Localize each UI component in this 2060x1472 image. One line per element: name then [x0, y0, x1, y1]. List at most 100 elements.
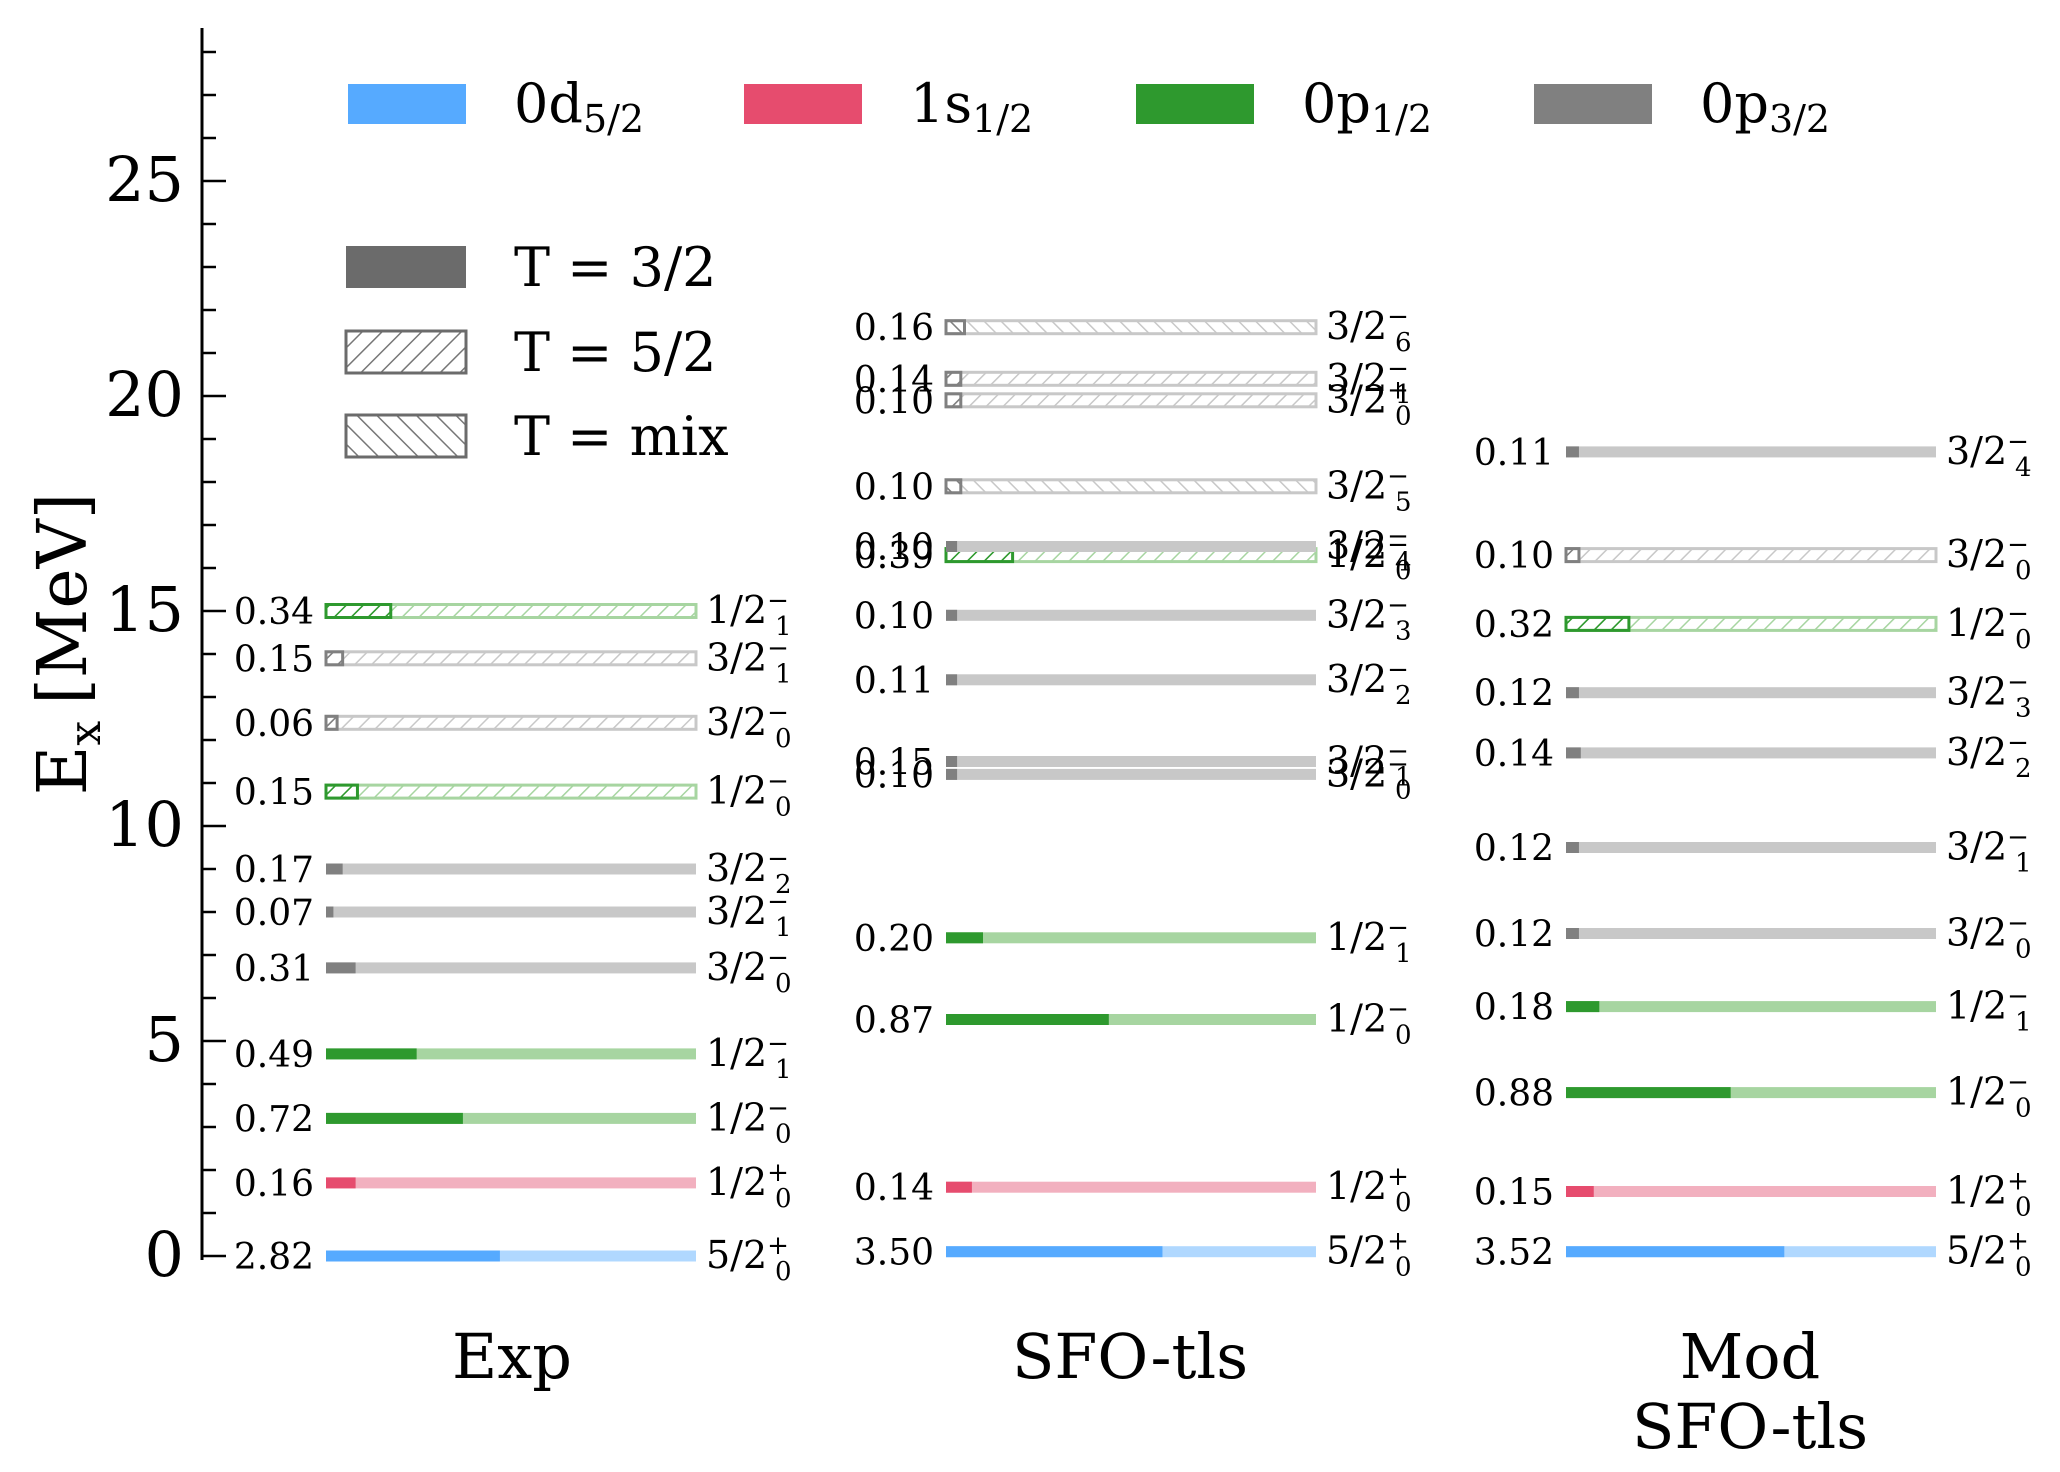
level: 0.34 1/2− 1 — [234, 586, 792, 642]
level: 0.10 3/2− 3 — [854, 590, 1412, 646]
level-bar-strength — [326, 863, 343, 875]
column-label: Exp — [452, 1320, 572, 1393]
strength-label: 0.16 — [854, 308, 934, 349]
state-label: 5/2+ 0 — [1326, 1227, 1412, 1283]
legend-label: 0p1/2 — [1302, 72, 1432, 141]
state-parity: − — [1387, 913, 1409, 943]
state-label: 3/2− 0 — [1946, 530, 2032, 586]
column-label: SFO-tls — [1012, 1320, 1248, 1393]
level-bar — [946, 674, 1316, 686]
level: 3.50 5/2+ 0 — [854, 1227, 1412, 1283]
state-index: 0 — [2015, 1253, 2032, 1283]
strength-label: 0.06 — [234, 704, 314, 745]
state-parity: − — [2007, 1068, 2029, 1098]
state-label: 1/2− 0 — [706, 767, 792, 823]
level: 3.52 5/2+ 0 — [1474, 1227, 2032, 1283]
state-parity: − — [767, 633, 789, 663]
level-bar — [1566, 1087, 1936, 1099]
state-spin: 3/2 — [1326, 739, 1387, 783]
state-parity: − — [767, 698, 789, 728]
state-parity: − — [2007, 909, 2029, 939]
state-index: 0 — [1395, 1188, 1412, 1218]
state-parity: − — [2007, 982, 2029, 1012]
state-label: 3/2− 1 — [706, 633, 792, 689]
state-label: 3/2− 6 — [1326, 302, 1412, 358]
strength-label: 0.07 — [234, 893, 314, 934]
level-bar — [326, 906, 696, 918]
legend-entry-T52: T = 5/2 — [344, 321, 717, 384]
level-bar-strength — [326, 1048, 417, 1060]
level-bar — [1566, 842, 1936, 853]
state-spin: 3/2 — [1326, 592, 1387, 636]
state-index: 2 — [775, 870, 792, 900]
level-bar-strength — [944, 319, 966, 336]
state-spin: 3/2 — [1946, 532, 2007, 576]
level: 0.06 3/2− 0 — [234, 698, 792, 754]
level: 0.32 1/2− 0 — [1474, 599, 2032, 655]
state-label: 3/2− 1 — [1946, 823, 2032, 879]
level-bar — [1566, 446, 1936, 458]
strength-label: 3.50 — [854, 1233, 934, 1274]
state-index: 1 — [775, 1055, 792, 1085]
legend-label-subscript: 1/2 — [1371, 97, 1432, 141]
level-bar — [944, 319, 1318, 336]
y-tick-label: 20 — [105, 358, 184, 431]
level-bar-strength — [324, 714, 339, 731]
state-index: 0 — [1395, 775, 1412, 805]
state-label: 1/2+ 0 — [706, 1158, 792, 1214]
state-label: 1/2− 1 — [1326, 913, 1412, 969]
strength-label: 0.10 — [854, 467, 934, 508]
level: 0.12 3/2− 3 — [1474, 668, 2032, 724]
state-parity: − — [767, 1029, 789, 1059]
legend-label: T = mix — [514, 405, 729, 468]
state-index: 1 — [2015, 849, 2032, 879]
y-tick-label: 5 — [145, 1003, 184, 1076]
state-label: 3/2− 3 — [1326, 590, 1412, 646]
strength-label: 0.14 — [854, 1168, 934, 1209]
state-label: 1/2− 0 — [706, 1093, 792, 1149]
state-spin: 5/2 — [706, 1233, 767, 1277]
strength-label: 0.88 — [1474, 1074, 1554, 1115]
level-bar — [1566, 747, 1936, 759]
state-label: 1/2+ 0 — [1326, 1162, 1412, 1218]
level-bar — [944, 370, 1318, 387]
level-bar — [946, 541, 1316, 552]
strength-label: 0.10 — [854, 755, 934, 796]
state-spin: 3/2 — [706, 635, 767, 679]
strength-label: 0.10 — [1474, 536, 1554, 577]
level-bar — [326, 1048, 696, 1060]
state-label: 1/2− 0 — [1326, 530, 1412, 586]
level-bar-strength — [1564, 547, 1581, 564]
state-parity: − — [2007, 599, 2029, 629]
legend-swatch — [344, 413, 468, 459]
state-index: 0 — [775, 724, 792, 754]
y-tick-label: 25 — [105, 143, 184, 216]
y-axis-title-unit: [MeV] — [24, 493, 103, 705]
level: 0.20 1/2− 1 — [854, 913, 1412, 969]
level-bar-strength — [1566, 687, 1579, 699]
level-bar-strength — [1566, 1246, 1785, 1258]
level-bar-strength — [326, 906, 334, 918]
level-bar — [324, 650, 698, 667]
state-index: 0 — [2015, 556, 2032, 586]
state-spin: 1/2 — [1946, 1070, 2007, 1114]
legend-swatch — [1136, 84, 1254, 124]
legend-entry-T32: T = 3/2 — [346, 236, 717, 299]
level-bar — [946, 1181, 1316, 1193]
strength-label: 0.16 — [234, 1164, 314, 1205]
state-parity: + — [1387, 1162, 1409, 1192]
level-bar-strength — [946, 1246, 1163, 1258]
state-spin: 3/2 — [706, 700, 767, 744]
state-label: 1/2− 0 — [1946, 599, 2032, 655]
state-parity: − — [2007, 427, 2029, 457]
level: 0.49 1/2− 1 — [234, 1029, 792, 1085]
state-index: 0 — [775, 1257, 792, 1287]
state-parity: − — [767, 887, 789, 917]
state-index: 0 — [775, 969, 792, 999]
level: 0.12 3/2− 0 — [1474, 909, 2032, 965]
level: 0.18 1/2− 1 — [1474, 982, 2032, 1038]
legend-entry-Tmix: T = mix — [344, 405, 729, 468]
y-axis-title-subscript: x — [60, 721, 111, 746]
level-bar-strength — [944, 478, 963, 495]
